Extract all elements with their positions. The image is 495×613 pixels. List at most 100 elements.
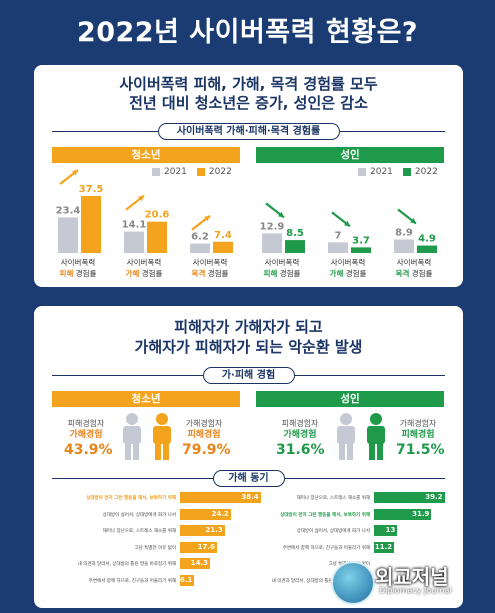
motive-label: 상대방이 먼저 그런 행동을 해서, 보복하기 위해: [86, 496, 176, 501]
motive-bar: 11.2: [374, 541, 395, 553]
motive-bar: 21.3: [180, 525, 225, 536]
value-label-2022: 8.5: [286, 228, 304, 239]
youth-offender-caption: 가해경험자 피해경험: [185, 419, 223, 440]
value-label-2022: 20.6: [145, 210, 170, 221]
motive-label: 내 의견과 달라서, 상대방의 틀린 말을 바로잡기 위해: [271, 578, 370, 584]
person-icon: [153, 413, 171, 460]
vicious-cycle-card: 피해자가 가해자가 되고 가해자가 피해자가 되는 악순환 발생 가·피해 경험…: [34, 306, 463, 608]
person-icon: [123, 413, 141, 460]
motive-label: 재미나 장난으로, 스트레스 해소를 위해: [296, 496, 370, 501]
motive-bar: 14.3: [180, 558, 211, 569]
section2-headline-2: 가해자가 피해자가 되는 악순환 발생: [134, 338, 363, 356]
youth-legend: 2021 2022: [152, 167, 232, 177]
adult-witness-label: 사이버폭력 목격 경험률: [395, 258, 433, 278]
adult-victim-caption: 피해경험자 가해경험: [281, 419, 319, 440]
section1-headline-2: 전년 대비 청소년은 증가, 성인은 감소: [129, 94, 368, 112]
motive-bar: 13: [374, 525, 398, 536]
experience-rate-card: 사이버폭력 피해, 가해, 목격 경험률 모두 전년 대비 청소년은 증가, 성…: [34, 65, 463, 287]
value-label-2021: 14.1: [122, 220, 147, 231]
legend-2021-label: 2021: [370, 167, 393, 177]
youth-group-label: 청소년: [52, 147, 240, 163]
adult-victim-label: 사이버폭력 피해 경험률: [263, 258, 301, 278]
value-label-2022: 7.4: [214, 230, 232, 241]
adult-group-label: 성인: [256, 391, 444, 407]
motive-pill: 가해 동기: [212, 470, 285, 487]
section2-headline-1: 피해자가 가해자가 되고: [174, 318, 323, 336]
bar-2021: [394, 239, 414, 253]
watermark: 외교저널 Diplomacy Journal: [331, 561, 481, 605]
trend-arrow-head: [138, 195, 144, 202]
bar-2022: [417, 245, 437, 253]
motive-label: 상대방이 먼저 그런 행동을 해서, 보복하기 위해: [280, 512, 370, 518]
adult-group-label: 성인: [256, 147, 444, 163]
watermark-name: 외교저널: [375, 565, 449, 589]
motive-label: 상대방이 싫어서, 상대방에게 화가 나서: [296, 529, 370, 534]
bar-2021: [190, 243, 210, 253]
motive-bar: 6.1: [180, 574, 194, 586]
value-label-2021: 12.9: [260, 221, 285, 232]
globe-logo-icon: [331, 561, 375, 605]
value-label-2022: 37.5: [79, 184, 104, 195]
watermark-sub: Diplomacy Journal: [379, 586, 452, 595]
value-label-2022: 4.9: [418, 234, 436, 245]
youth-victim-caption: 피해경험자 가해경험: [67, 419, 105, 440]
bar-2021: [262, 233, 282, 253]
youth-offender-label: 사이버폭력 가해 경험률: [125, 258, 163, 278]
person-icons: [337, 413, 385, 460]
value-label-2021: 8.9: [395, 227, 413, 238]
motive-label: 주변에서 함께 하므로, 친구들과 어울리기 위해: [282, 545, 370, 551]
legend-2022-label: 2022: [414, 167, 438, 177]
person-icons: [123, 413, 171, 460]
bar-2022: [213, 241, 233, 253]
motive-bar: 38.4: [180, 492, 261, 503]
trend-arrow-head: [278, 211, 284, 218]
motive-bar: 39.2: [374, 492, 445, 503]
youth-offender-pct: 79.9%: [182, 442, 231, 458]
bar-2022: [147, 221, 167, 253]
bar-2021: [328, 242, 348, 253]
motive-bar: 24.2: [180, 508, 231, 520]
section1-pill: 사이버폭력 가해·피해·목격 경험률: [157, 123, 340, 140]
motive-bar: 17.6: [180, 541, 217, 553]
experience-pill: 가·피해 경험: [202, 367, 295, 384]
adult-offender-pct: 71.5%: [396, 442, 445, 458]
experience-rate-chart: 23.4 37.5 14.120.6 6.2 7.4 12.98.5 7 3.7 8.9 4.9: [56, 169, 437, 253]
youth-victim-label: 사이버폭력 피해 경험률: [59, 258, 97, 278]
value-label-2021: 7: [335, 230, 342, 241]
bar-2021: [124, 231, 144, 253]
legend-2022-label: 2022: [208, 167, 232, 177]
bar-2022: [351, 247, 371, 253]
legend-2022-swatch: [402, 168, 411, 176]
legend-2021-label: 2021: [164, 167, 187, 177]
motive-label: 상대방이 싫어서, 상대방에게 화가 나서: [102, 512, 176, 518]
youth-witness-label: 사이버폭력 목격 경험률: [191, 258, 229, 278]
value-label-2021: 23.4: [56, 205, 81, 216]
section1-headline-1: 사이버폭력 피해, 가해, 목격 경험률 모두: [119, 75, 378, 93]
motive-label: 내 의견과 달라서, 상대방의 틀린 말을 바로잡기 위해: [77, 562, 176, 567]
bar-2022: [81, 196, 101, 253]
adult-legend: 2021 2022: [358, 167, 438, 177]
legend-2022-swatch: [196, 168, 205, 176]
legend-2021-swatch: [152, 168, 160, 176]
motive-bar: 31.9: [374, 508, 432, 520]
value-label-2021: 6.2: [191, 232, 209, 243]
trend-arrow-head: [344, 220, 350, 227]
adult-victim-pct: 31.6%: [276, 442, 325, 458]
youth-victim-pct: 43.9%: [64, 442, 113, 458]
motive-label: 주변에서 함께 하므로, 친구들과 어울리기 위해: [88, 578, 176, 584]
trend-arrow-head: [72, 170, 78, 176]
adult-offender-caption: 가해경험자 피해경험: [399, 419, 437, 440]
value-label-2022: 3.7: [352, 235, 370, 246]
trend-arrow-head: [204, 215, 210, 222]
youth-group-label: 청소년: [52, 391, 240, 407]
page-title: 2022년 사이버폭력 현황은?: [76, 17, 419, 48]
trend-arrow-head: [410, 217, 416, 224]
motive-label: 재미나 장난으로, 스트레스 해소를 위해: [102, 529, 176, 534]
adult-offender-label: 사이버폭력 가해 경험률: [329, 258, 367, 278]
person-icon: [367, 413, 385, 460]
motive-label: 그냥 특별한 이유 없이: [134, 545, 176, 551]
bar-2021: [58, 217, 78, 253]
bar-2022: [285, 240, 305, 253]
person-icon: [337, 413, 355, 460]
legend-2021-swatch: [358, 168, 366, 176]
